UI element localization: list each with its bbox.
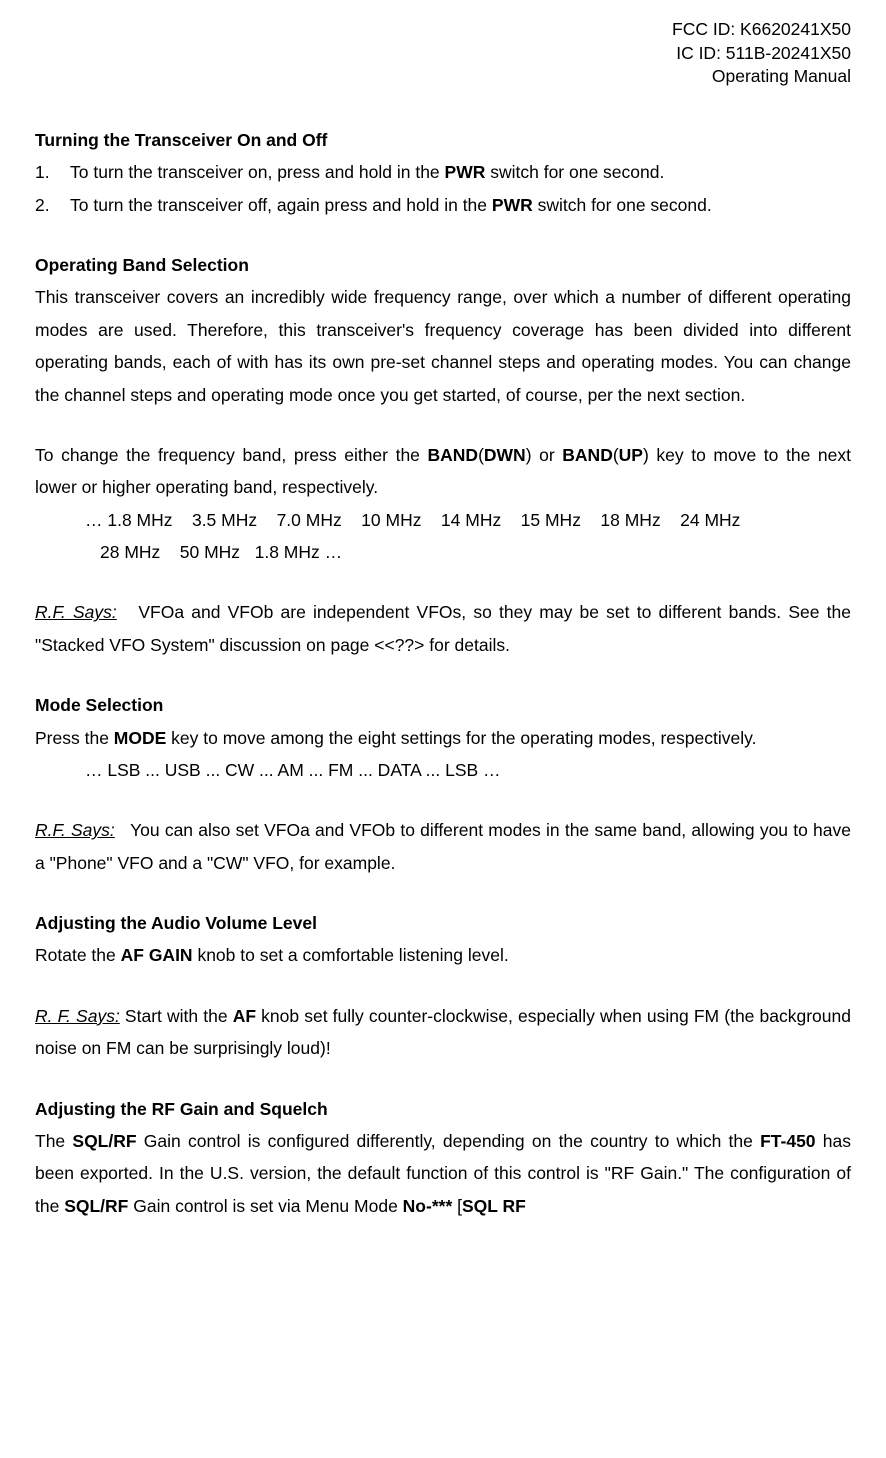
heading-band-selection: Operating Band Selection: [35, 249, 851, 281]
bold-text: DWN: [484, 445, 526, 465]
ic-id: IC ID: 511B-20241X50: [35, 42, 851, 66]
band-list-line2: 28 MHz 50 MHz 1.8 MHz …: [35, 536, 851, 568]
text: [: [452, 1196, 462, 1216]
section-rf-says-bands: R.F. Says: VFOa and VFOb are independent…: [35, 596, 851, 661]
section-band-selection: Operating Band Selection This transceive…: [35, 249, 851, 411]
text: switch for one second.: [485, 162, 664, 182]
text: Start with the: [120, 1006, 233, 1026]
bold-text: AF GAIN: [121, 945, 193, 965]
section-rf-gain-squelch: Adjusting the RF Gain and Squelch The SQ…: [35, 1093, 851, 1223]
mode-list: … LSB ... USB ... CW ... AM ... FM ... D…: [35, 754, 851, 786]
bold-text: AF: [233, 1006, 256, 1026]
rf-says-label: R. F. Says:: [35, 1006, 120, 1026]
manual-type: Operating Manual: [35, 65, 851, 89]
paragraph: This transceiver covers an incredibly wi…: [35, 281, 851, 411]
text: key to move among the eight settings for…: [166, 728, 756, 748]
text: switch for one second.: [533, 195, 712, 215]
heading-rf-gain-squelch: Adjusting the RF Gain and Squelch: [35, 1093, 851, 1125]
section-rf-says-audio: R. F. Says: Start with the AF knob set f…: [35, 1000, 851, 1065]
bold-text: PWR: [492, 195, 533, 215]
list-number: 2.: [35, 189, 70, 221]
bold-text: FT-450: [760, 1131, 815, 1151]
paragraph: Press the MODE key to move among the eig…: [35, 722, 851, 754]
fcc-id: FCC ID: K6620241X50: [35, 18, 851, 42]
section-band-change: To change the frequency band, press eith…: [35, 439, 851, 569]
paragraph: The SQL/RF Gain control is configured di…: [35, 1125, 851, 1222]
section-rf-says-modes: R.F. Says: You can also set VFOa and VFO…: [35, 814, 851, 879]
paragraph: R. F. Says: Start with the AF knob set f…: [35, 1000, 851, 1065]
bold-text: UP: [619, 445, 643, 465]
text: To change the frequency band, press eith…: [35, 445, 428, 465]
paragraph: Rotate the AF GAIN knob to set a comfort…: [35, 939, 851, 971]
text: Press the: [35, 728, 114, 748]
paragraph: To change the frequency band, press eith…: [35, 439, 851, 504]
band-list-line1: … 1.8 MHz 3.5 MHz 7.0 MHz 10 MHz 14 MHz …: [35, 504, 851, 536]
bold-text: MODE: [114, 728, 167, 748]
bold-text: BAND: [428, 445, 479, 465]
text: Gain control is set via Menu Mode: [128, 1196, 402, 1216]
list-number: 1.: [35, 156, 70, 188]
rf-says-label: R.F. Says:: [35, 602, 117, 622]
bold-text: PWR: [445, 162, 486, 182]
bold-text: BAND: [562, 445, 613, 465]
list-item: 1.To turn the transceiver on, press and …: [35, 156, 851, 188]
heading-turning-on-off: Turning the Transceiver On and Off: [35, 124, 851, 156]
list-item: 2.To turn the transceiver off, again pre…: [35, 189, 851, 221]
paragraph: R.F. Says: You can also set VFOa and VFO…: [35, 814, 851, 879]
text: ) or: [526, 445, 563, 465]
heading-mode-selection: Mode Selection: [35, 689, 851, 721]
bold-text: SQL RF: [462, 1196, 526, 1216]
text: The: [35, 1131, 72, 1151]
bold-text: SQL/RF: [64, 1196, 128, 1216]
bold-text: SQL/RF: [72, 1131, 136, 1151]
section-audio-volume: Adjusting the Audio Volume Level Rotate …: [35, 907, 851, 972]
text: Gain control is configured differently, …: [137, 1131, 761, 1151]
text: knob to set a comfortable listening leve…: [193, 945, 509, 965]
heading-audio-volume: Adjusting the Audio Volume Level: [35, 907, 851, 939]
rf-says-label: R.F. Says:: [35, 820, 115, 840]
section-turning-on-off: Turning the Transceiver On and Off 1.To …: [35, 124, 851, 221]
text: You can also set VFOa and VFOb to differ…: [35, 820, 851, 872]
document-header: FCC ID: K6620241X50 IC ID: 511B-20241X50…: [35, 18, 851, 89]
text: To turn the transceiver off, again press…: [70, 195, 492, 215]
text: Rotate the: [35, 945, 121, 965]
text: To turn the transceiver on, press and ho…: [70, 162, 445, 182]
text: VFOa and VFOb are independent VFOs, so t…: [35, 602, 851, 654]
paragraph: R.F. Says: VFOa and VFOb are independent…: [35, 596, 851, 661]
bold-text: No-***: [403, 1196, 453, 1216]
section-mode-selection: Mode Selection Press the MODE key to mov…: [35, 689, 851, 786]
